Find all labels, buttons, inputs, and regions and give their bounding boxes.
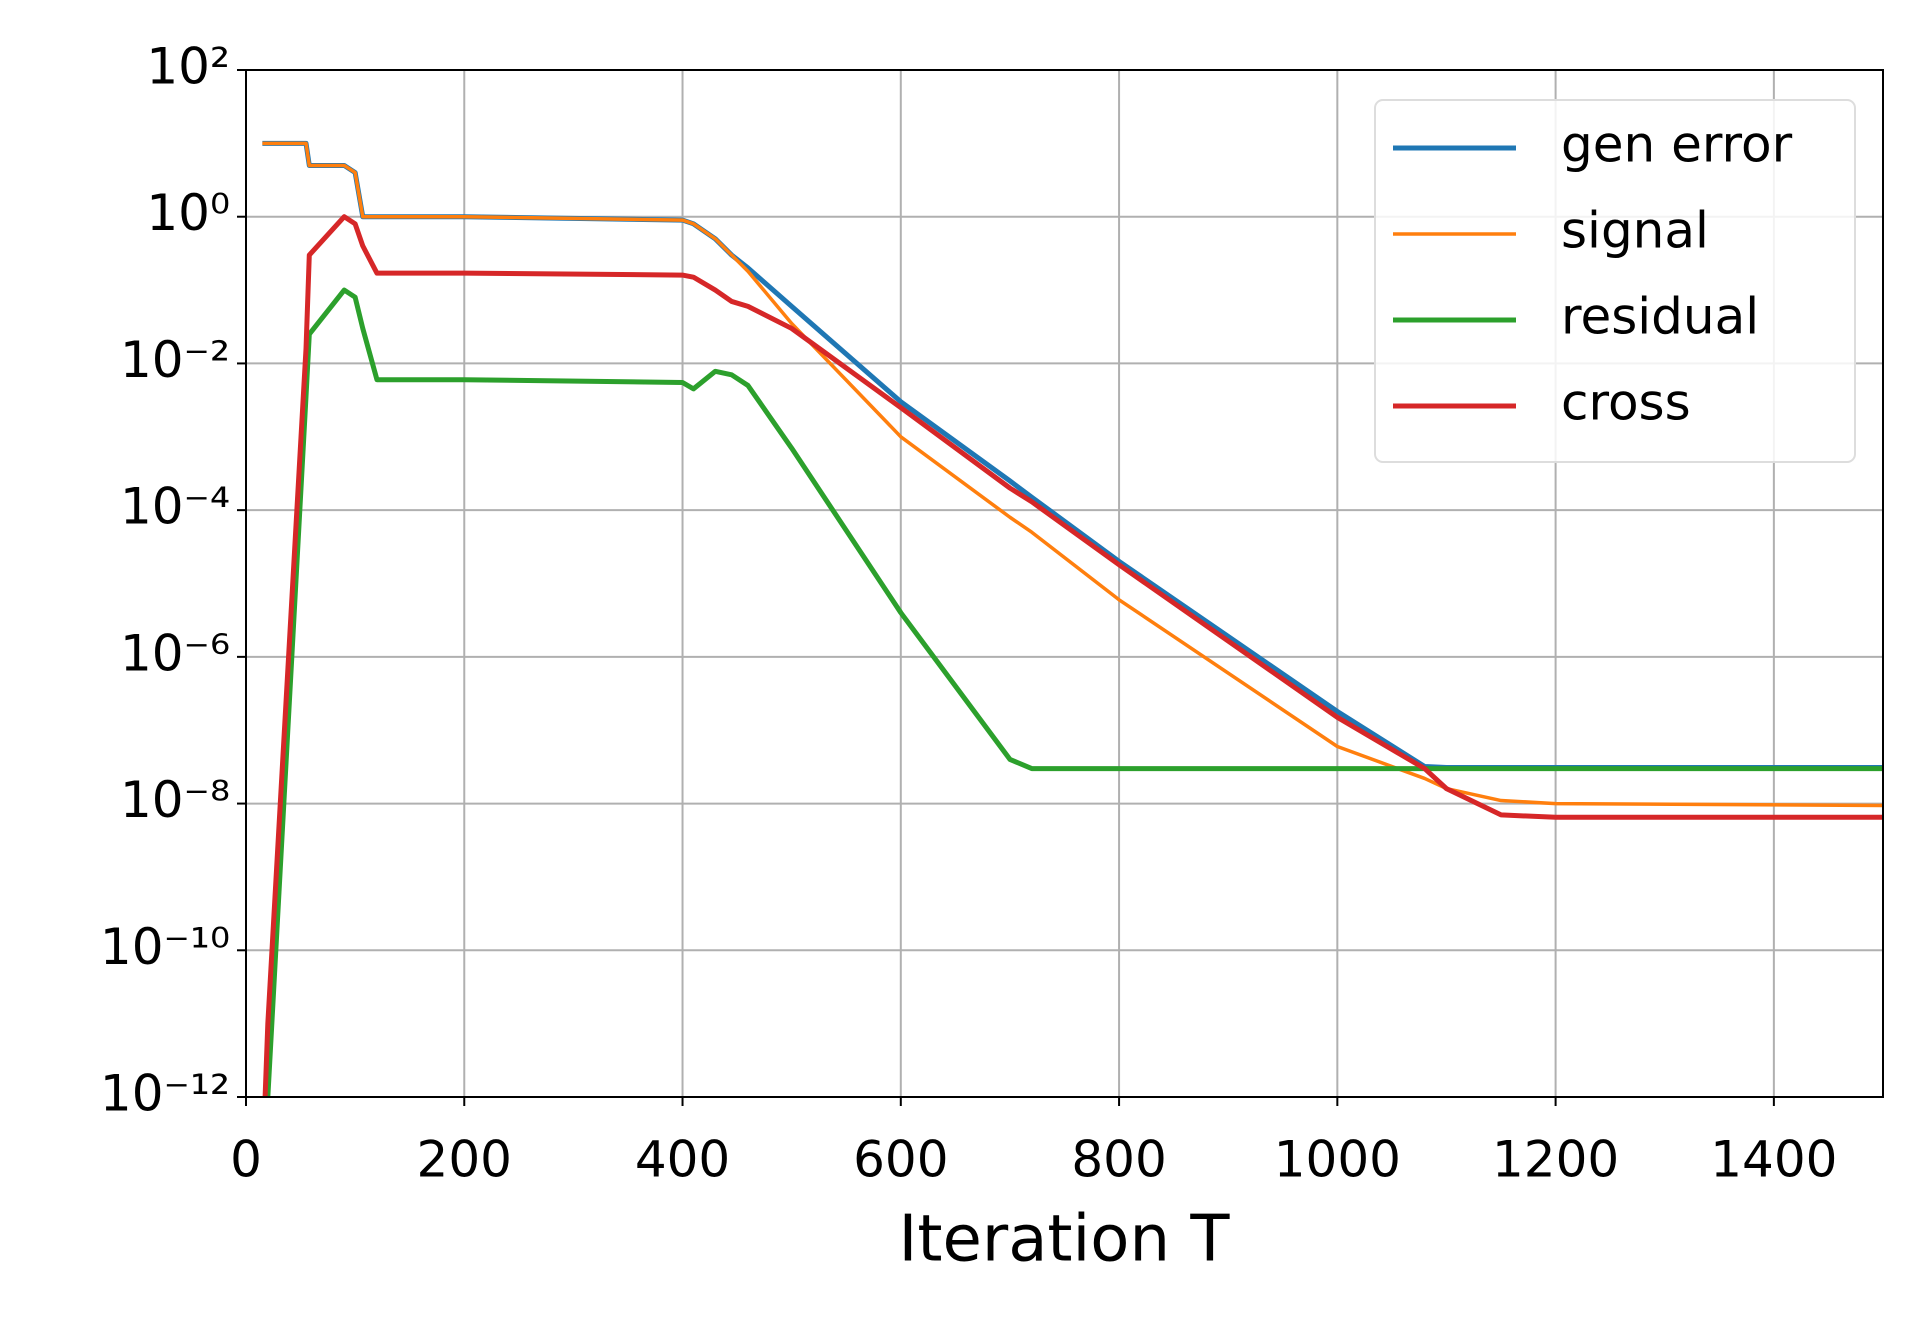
plot-frame: [245, 69, 1884, 1098]
x-tick-label: 400: [635, 1131, 730, 1189]
legend-label: cross: [1561, 374, 1691, 432]
series-line: [262, 214, 1883, 1097]
x-axis-label: Iteration T: [899, 1203, 1231, 1277]
x-tick-label: 1200: [1492, 1131, 1619, 1189]
y-tick-label: 10⁻⁶: [120, 624, 230, 682]
y-tick-label: 10²: [146, 38, 230, 96]
y-tick-label: 10⁻²: [120, 331, 230, 389]
legend-label: residual: [1561, 288, 1759, 346]
x-tick-label: 600: [853, 1131, 948, 1189]
y-tick-label: 10⁻⁸: [120, 771, 230, 829]
y-tick-label: 10⁻¹⁰: [100, 918, 230, 976]
x-tick-label: 200: [417, 1131, 512, 1189]
series-line: [262, 141, 1883, 808]
legend-box: [1374, 99, 1856, 463]
x-tick-label: 1000: [1274, 1131, 1401, 1189]
y-tick-label: 10⁻⁴: [120, 478, 230, 536]
legend-label: gen error: [1561, 116, 1793, 174]
x-tick-label: 800: [1071, 1131, 1166, 1189]
x-tick-label: 0: [230, 1131, 262, 1189]
legend-label: signal: [1561, 202, 1709, 260]
y-tick-label: 10⁻¹²: [100, 1065, 230, 1123]
y-tick-label: 10⁰: [146, 184, 230, 242]
x-tick-label: 1400: [1710, 1131, 1837, 1189]
